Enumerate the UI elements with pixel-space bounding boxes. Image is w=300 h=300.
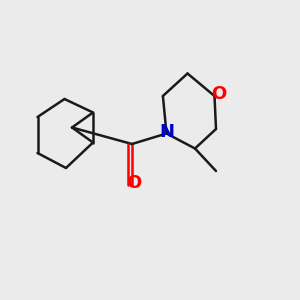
- Text: O: O: [126, 174, 141, 192]
- Text: O: O: [212, 85, 226, 103]
- Text: N: N: [159, 123, 174, 141]
